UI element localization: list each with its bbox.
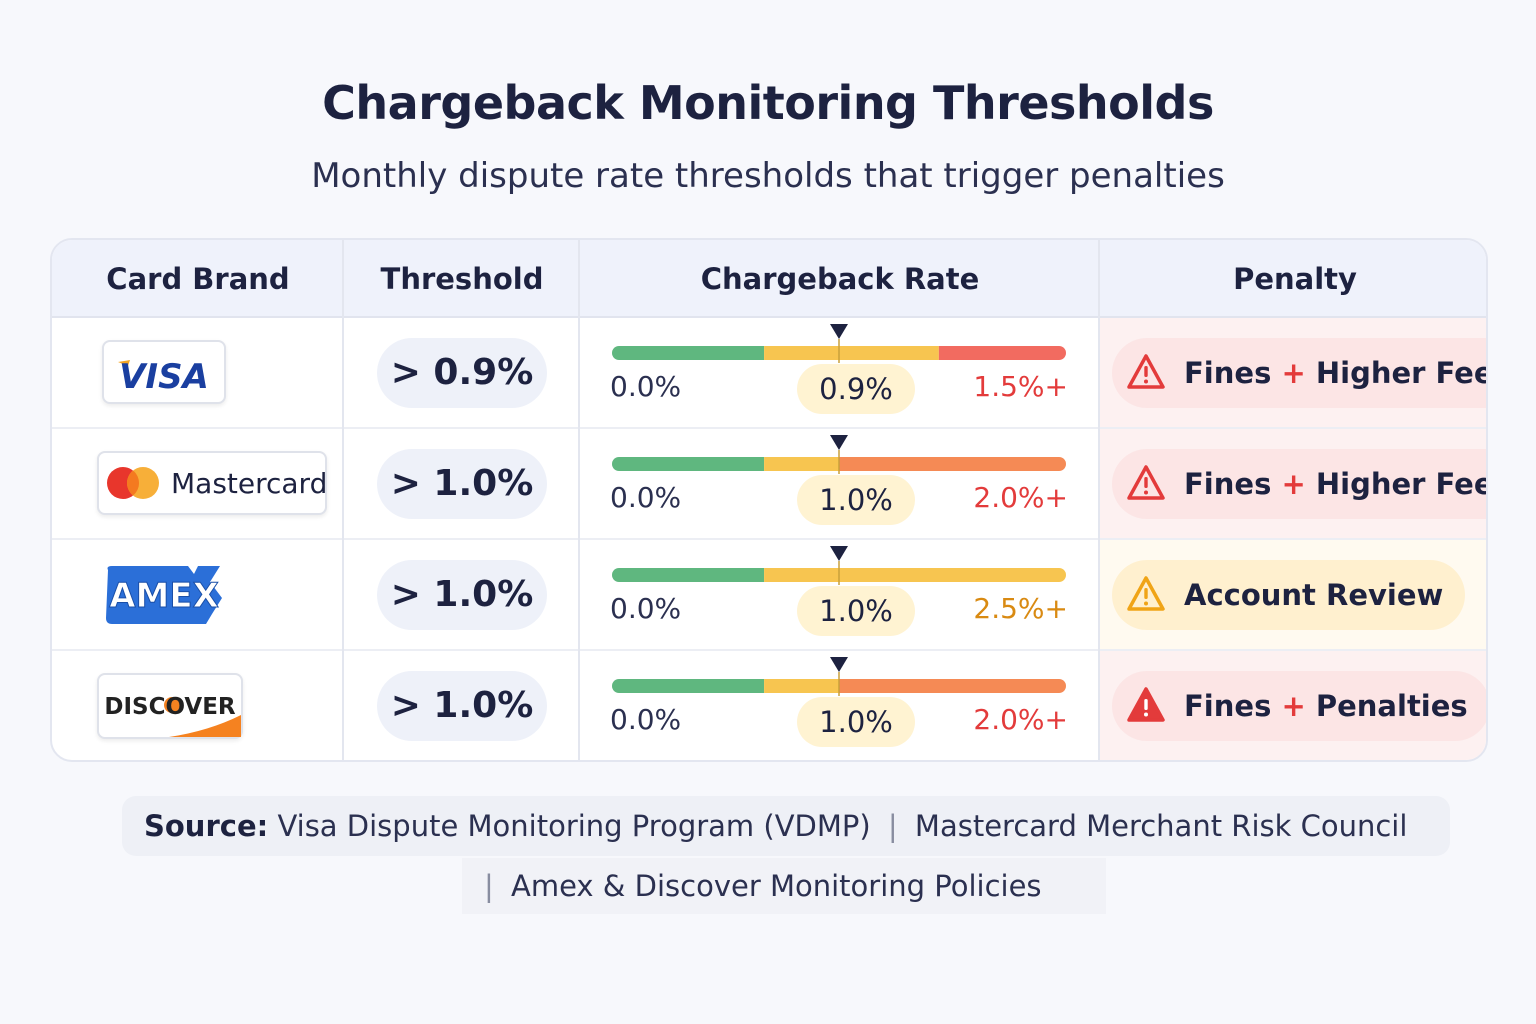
header-threshold: Threshold [380,262,544,296]
threshold-arrow [830,657,848,672]
bar-segment-warning [764,679,839,693]
bar-segment-safe [612,568,765,582]
table-row-discover: DISCOVER > 1.0% 0.0% 1.0% 2.0%+ Fines + … [52,651,1486,760]
mastercard-logo-text: Mastercard [171,467,325,500]
rate-bar [612,346,1066,360]
warning-icon [1127,576,1165,611]
rate-max-label: 2.5%+ [973,592,1068,625]
threshold-arrow [830,435,848,450]
bar-segment-safe [612,679,765,693]
table-row-amex: AMEX > 1.0% 0.0% 1.0% 2.5%+ Account Revi… [52,540,1486,651]
discover-logo-text: DISCOVER [104,694,236,720]
source-mastercard: Mastercard Merchant Risk Council [914,809,1408,843]
header-penalty: Penalty [1233,262,1357,296]
threshold-pill: > 1.0% [377,449,547,519]
table-row-visa: VISA > 0.9% 0.0% 0.9% 1.5%+ Fines + High… [52,318,1486,429]
rate-min-label: 0.0% [610,370,682,403]
penalty-text-suffix: Higher Fees [1315,356,1486,390]
penalty-text: Fines [1184,356,1272,390]
source-visa: Visa Dispute Monitoring Program (VDMP) [277,809,871,843]
source-amex-discover: Amex & Discover Monitoring Policies [511,869,1042,903]
bar-segment-excess [839,679,1066,693]
threshold-arrow [830,546,848,561]
penalty-plus: + [1281,467,1306,501]
source-separator: | [887,809,898,843]
bar-segment-warning [764,568,839,582]
rate-min-label: 0.0% [610,592,682,625]
threshold-marker [830,324,848,363]
source-note-continued: | Amex & Discover Monitoring Policies [462,858,1106,914]
bar-segment-excess [839,568,1066,582]
alert-icon [1127,687,1165,722]
source-separator: | [484,869,494,903]
mastercard-logo: Mastercard [97,451,327,515]
threshold-arrow [830,324,848,339]
rate-bar [612,457,1066,471]
page-title: Chargeback Monitoring Thresholds [322,76,1214,130]
column-divider [342,240,344,760]
column-divider [1098,240,1100,760]
rate-max-label: 2.0%+ [973,703,1068,736]
threshold-pill: > 0.9% [377,338,547,408]
penalty-text-suffix: Penalties [1315,689,1468,723]
source-note: Source: Visa Dispute Monitoring Program … [122,796,1450,856]
threshold-pill: > 1.0% [377,560,547,630]
bar-segment-warning [764,346,939,360]
rate-max-label: 2.0%+ [973,481,1068,514]
threshold-marker [830,546,848,585]
visa-logo: VISA [102,340,226,404]
bar-segment-excess [839,457,1066,471]
penalty-text: Fines [1184,467,1272,501]
warning-icon [1127,465,1165,500]
rate-threshold-label: 0.9% [797,364,915,414]
threshold-pill: > 1.0% [377,671,547,741]
table-header: Card Brand Threshold Chargeback Rate Pen… [52,240,1486,318]
source-label: Source: [144,809,269,843]
header-chargeback-rate: Chargeback Rate [700,262,980,296]
bar-segment-excess [938,346,1066,360]
threshold-table: Card Brand Threshold Chargeback Rate Pen… [50,238,1488,762]
amex-logo-text: AMEX [109,576,219,616]
bar-segment-safe [612,346,765,360]
warning-icon [1127,354,1165,389]
rate-max-label: 1.5%+ [973,370,1068,403]
visa-logo-text: VISA [119,357,209,397]
rate-threshold-label: 1.0% [797,586,915,636]
penalty-badge: Fines + Penalties [1112,671,1486,741]
bar-segment-safe [612,457,765,471]
column-divider [578,240,580,760]
rate-threshold-label: 1.0% [797,697,915,747]
page-subtitle: Monthly dispute rate thresholds that tri… [311,156,1225,196]
penalty-badge: Account Review [1112,560,1466,630]
penalty-plus: + [1281,356,1306,390]
rate-bar [612,568,1066,582]
table-row-mastercard: Mastercard > 1.0% 0.0% 1.0% 2.0%+ Fines … [52,429,1486,540]
rate-threshold-label: 1.0% [797,475,915,525]
discover-logo: DISCOVER [97,673,243,739]
rate-min-label: 0.0% [610,703,682,736]
bar-segment-warning [764,457,839,471]
amex-logo: AMEX [102,562,232,628]
penalty-badge: Fines + Higher Fees [1112,449,1486,519]
header-card-brand: Card Brand [106,262,290,296]
rate-min-label: 0.0% [610,481,682,514]
penalty-plus: + [1281,689,1306,723]
rate-bar [612,679,1066,693]
penalty-text-suffix: Higher Fees [1315,467,1486,501]
threshold-marker [830,657,848,696]
threshold-marker [830,435,848,474]
penalty-text: Fines [1184,689,1272,723]
penalty-text: Account Review [1184,578,1444,612]
penalty-badge: Fines + Higher Fees [1112,338,1486,408]
